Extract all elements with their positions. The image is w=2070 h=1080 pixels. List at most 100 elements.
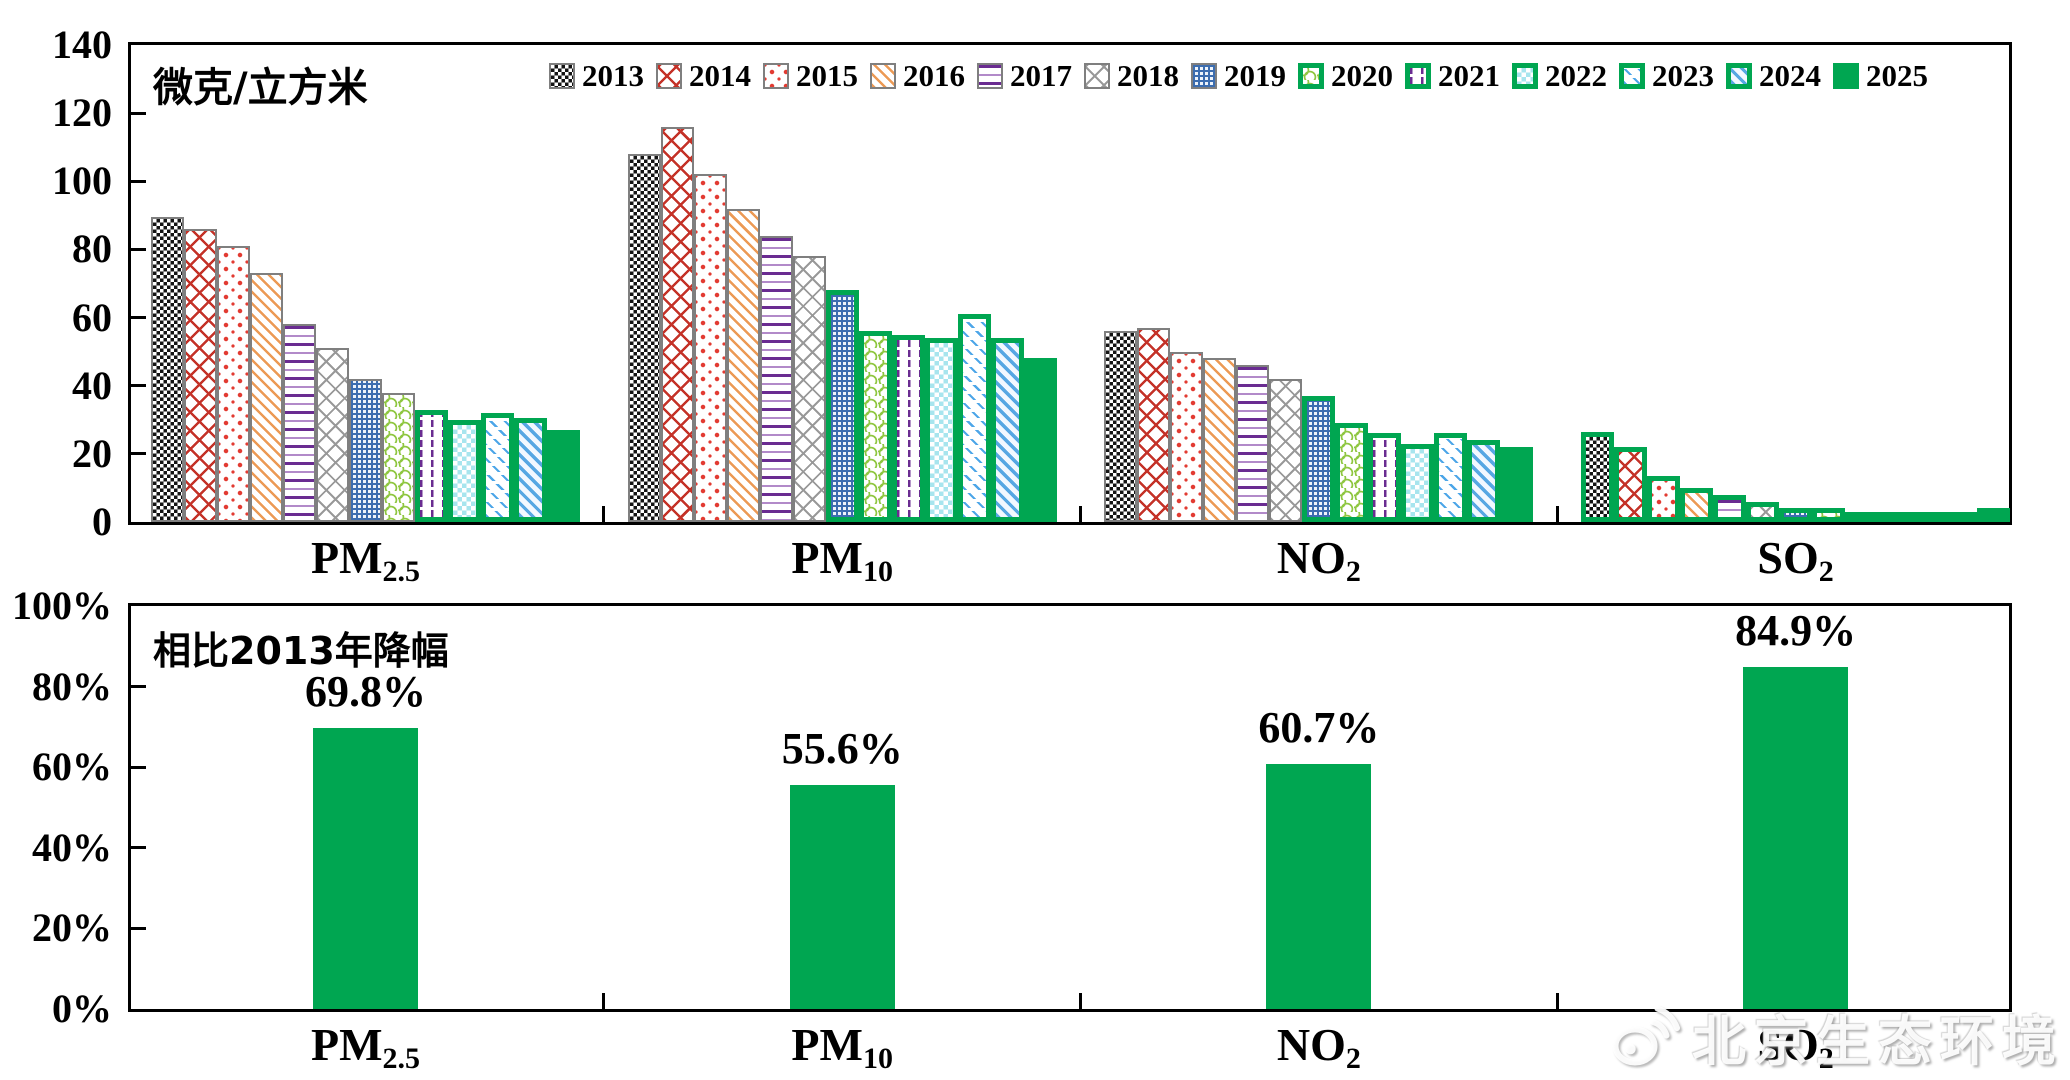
top-y-tick-mark	[131, 247, 146, 251]
legend-item-2025: 2025	[1833, 58, 1928, 94]
legend-swatch-solid-green	[1833, 63, 1859, 89]
legend-item-2019: 2019	[1191, 58, 1286, 94]
legend-year-label: 2025	[1866, 58, 1928, 93]
top-y-tick-mark	[131, 111, 146, 115]
bar-SO2-2025	[1977, 508, 2011, 522]
legend-year-label: 2016	[903, 58, 965, 93]
bar-decline-SO2	[1743, 667, 1849, 1009]
bottom-chart-title: 相比2013年降幅	[153, 629, 449, 673]
top-chart-unit-label: 微克/立方米	[153, 65, 368, 111]
top-y-tick-label-120: 120	[52, 90, 112, 136]
bar-decline-NO2	[1266, 764, 1372, 1009]
legend-year-label: 2019	[1224, 58, 1286, 93]
top-y-tick-mark	[131, 179, 146, 183]
decline-value-label-PM10: 55.6%	[781, 724, 903, 773]
legend-swatch-blue-diagonal-dashes	[1619, 63, 1645, 89]
legend-year-label: 2020	[1331, 58, 1393, 93]
weibo-logo-icon	[1612, 1005, 1680, 1065]
category-boundary-tick	[1079, 993, 1083, 1009]
legend-item-2020: 2020	[1298, 58, 1393, 94]
bar-decline-PM10	[789, 785, 895, 1009]
bar-PM2.5-2015	[217, 246, 250, 522]
bar-PM10-2019	[825, 290, 859, 522]
bar-PM10-2017	[759, 236, 793, 522]
legend-item-2017: 2017	[977, 58, 1072, 94]
bottom-y-tick-mark	[131, 685, 146, 689]
decline-value-label-NO2: 60.7%	[1258, 703, 1380, 752]
category-boundary-tick	[1555, 993, 1559, 1009]
bar-PM2.5-2025	[547, 430, 580, 522]
category-boundary-tick	[602, 506, 606, 522]
legend-year-label: 2014	[689, 58, 751, 93]
top-x-label-PM2.5: PM2.5	[310, 532, 421, 588]
top-y-tick-label-0: 0	[92, 499, 112, 544]
bar-PM2.5-2020	[382, 393, 415, 522]
legend-item-2016: 2016	[870, 58, 965, 94]
legend-swatch-blue-dotted-grid	[1191, 63, 1217, 89]
bottom-y-tick-label-100%: 100%	[12, 583, 112, 628]
bottom-x-label-SO2: SO2	[1757, 1019, 1834, 1075]
bar-PM2.5-2014	[184, 229, 217, 522]
legend-item-2021: 2021	[1405, 58, 1500, 94]
top-x-label-NO2: NO2	[1276, 532, 1361, 588]
bar-decline-PM2.5	[313, 728, 418, 1009]
bar-PM2.5-2018	[316, 348, 349, 522]
bar-SO2-2023	[1911, 512, 1945, 522]
bar-PM10-2014	[660, 127, 694, 522]
top-chart-plot-area: 微克/立方米 2013 2014 2015 2016 2017 2018 2019 2020 2…	[128, 42, 2012, 525]
bottom-y-tick-mark	[131, 926, 146, 930]
bar-PM10-2016	[726, 209, 760, 522]
legend-swatch-black-checkerboard	[549, 63, 575, 89]
bar-PM2.5-2016	[250, 273, 283, 522]
bar-PM10-2023	[957, 314, 991, 522]
legend-item-2024: 2024	[1726, 58, 1821, 94]
bar-PM2.5-2021	[415, 410, 448, 522]
legend-year-label: 2022	[1545, 58, 1607, 93]
top-y-tick-mark	[131, 452, 146, 456]
legend-swatch-red-dots	[763, 63, 789, 89]
bar-SO2-2020	[1812, 508, 1846, 522]
legend-swatch-purple-vertical-dashes	[1405, 63, 1431, 89]
top-x-label-PM10: PM10	[791, 532, 893, 588]
top-y-tick-label-20: 20	[72, 430, 112, 476]
legend-year-label: 2018	[1117, 58, 1179, 93]
legend-swatch-red-crosshatch	[656, 63, 682, 89]
bar-PM10-2021	[891, 335, 925, 522]
legend-year-label: 2015	[796, 58, 858, 93]
bar-PM2.5-2019	[349, 379, 382, 522]
bar-SO2-2021	[1845, 512, 1879, 522]
bar-SO2-2013	[1581, 432, 1615, 522]
category-boundary-tick	[1555, 506, 1559, 522]
legend-item-2022: 2022	[1512, 58, 1607, 94]
top-x-label-SO2: SO2	[1757, 532, 1834, 588]
legend-year-label: 2017	[1010, 58, 1072, 93]
bar-PM2.5-2017	[283, 324, 316, 522]
bar-SO2-2014	[1614, 447, 1648, 522]
legend: 2013 2014 2015 2016 2017 2018 2019 2020 2021 2022…	[549, 58, 1928, 94]
legend-swatch-gray-diamond-lattice	[1084, 63, 1110, 89]
bar-PM10-2015	[693, 174, 727, 522]
top-y-tick-mark	[131, 316, 146, 320]
legend-swatch-orange-diagonal-stripes	[870, 63, 896, 89]
category-boundary-tick	[602, 993, 606, 1009]
bar-PM10-2022	[924, 338, 958, 522]
bar-SO2-2024	[1944, 512, 1978, 522]
legend-swatch-purple-horizontal-lines	[977, 63, 1003, 89]
bar-SO2-2016	[1680, 488, 1714, 522]
legend-year-label: 2013	[582, 58, 644, 93]
legend-swatch-cyan-checkerboard	[1512, 63, 1538, 89]
top-y-tick-mark	[131, 384, 146, 388]
bar-NO2-2016	[1203, 358, 1237, 522]
bottom-y-tick-label-80%: 80%	[32, 663, 112, 709]
watermark-text: 北京生态环境	[1692, 1010, 2064, 1073]
bottom-y-tick-label-40%: 40%	[32, 824, 112, 870]
bar-NO2-2014	[1137, 328, 1171, 522]
bar-PM10-2018	[792, 256, 826, 522]
bottom-y-tick-mark	[131, 846, 146, 850]
legend-year-label: 2021	[1438, 58, 1500, 93]
bottom-x-label-NO2: NO2	[1276, 1019, 1361, 1075]
bottom-y-tick-mark	[131, 765, 146, 769]
bar-SO2-2018	[1746, 502, 1780, 522]
bar-PM10-2013	[627, 154, 661, 522]
